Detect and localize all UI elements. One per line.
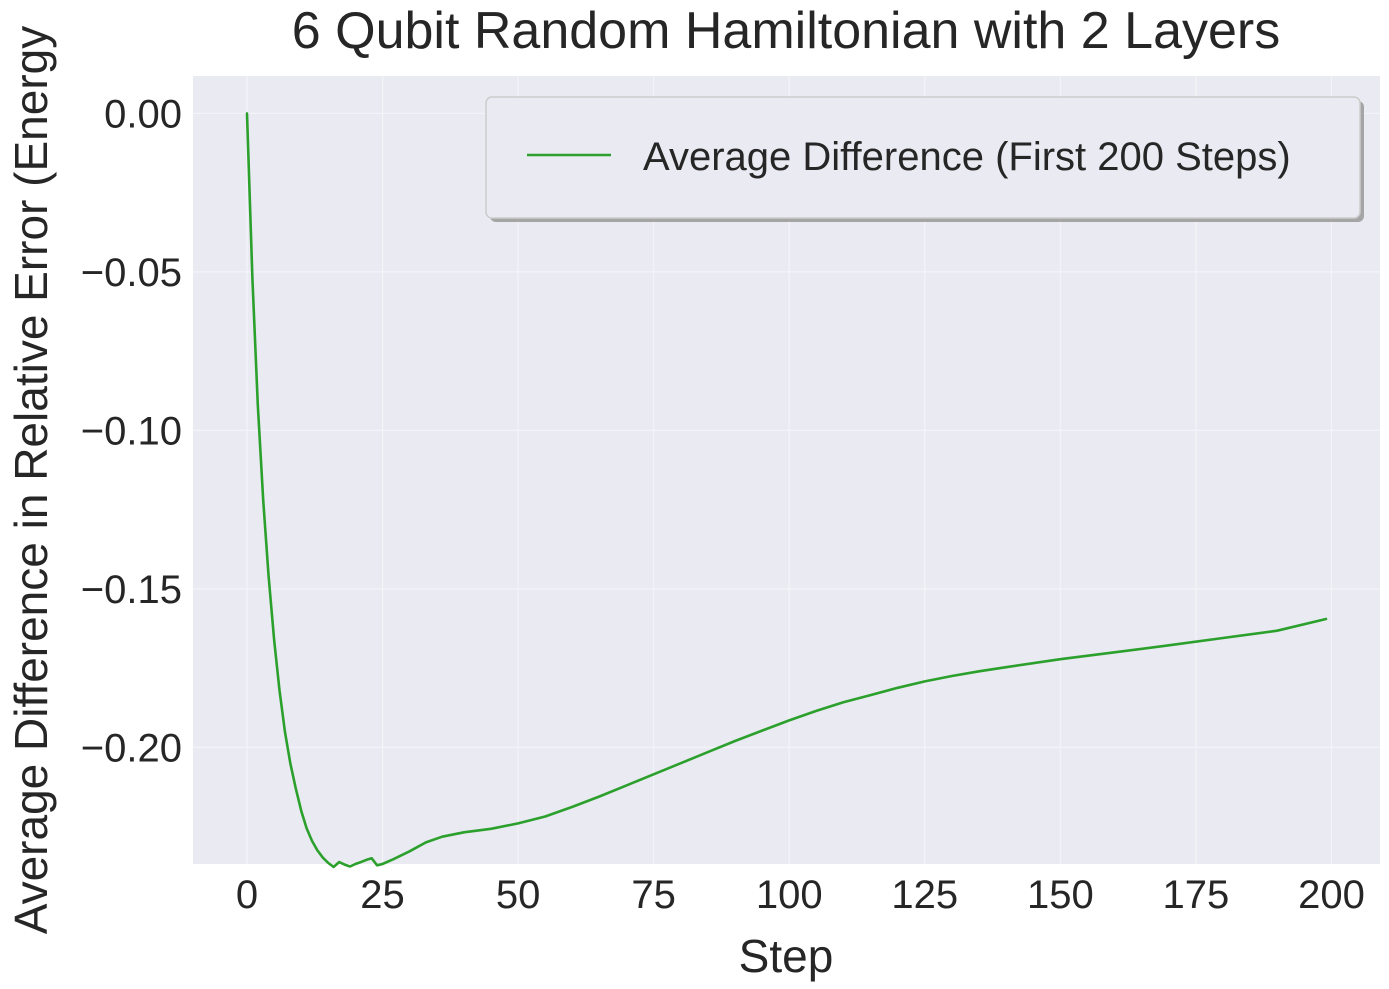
x-tick-label: 200 [1298, 873, 1365, 917]
x-tick-label: 0 [236, 873, 258, 917]
x-tick-label: 50 [496, 873, 541, 917]
x-tick-label: 150 [1027, 873, 1094, 917]
x-tick-label: 75 [631, 873, 676, 917]
y-tick-label: −0.20 [81, 726, 182, 770]
series-line [245, 112, 1328, 869]
legend-label: Average Difference (First 200 Steps) [643, 135, 1291, 179]
x-axis-label: Step [739, 930, 834, 982]
legend-box [485, 96, 1361, 219]
x-tick-label: 125 [891, 873, 958, 917]
legend: Average Difference (First 200 Steps) [485, 96, 1364, 222]
y-tick-label: −0.10 [81, 409, 182, 453]
y-tick-label: −0.05 [81, 251, 182, 295]
y-tick-label: 0.00 [104, 92, 182, 136]
x-tick-label: 175 [1163, 873, 1230, 917]
chart-title: 6 Qubit Random Hamiltonian with 2 Layers [292, 2, 1280, 60]
y-axis-label: Average Difference in Relative Error (En… [5, 26, 57, 935]
x-ticks: 0 25 50 75 100 125 150 175 200 [236, 873, 1365, 917]
x-tick-label: 25 [360, 873, 405, 917]
y-ticks: 0.00 −0.05 −0.10 −0.15 −0.20 [81, 92, 182, 770]
x-tick-label: 100 [756, 873, 823, 917]
y-tick-label: −0.15 [81, 568, 182, 612]
